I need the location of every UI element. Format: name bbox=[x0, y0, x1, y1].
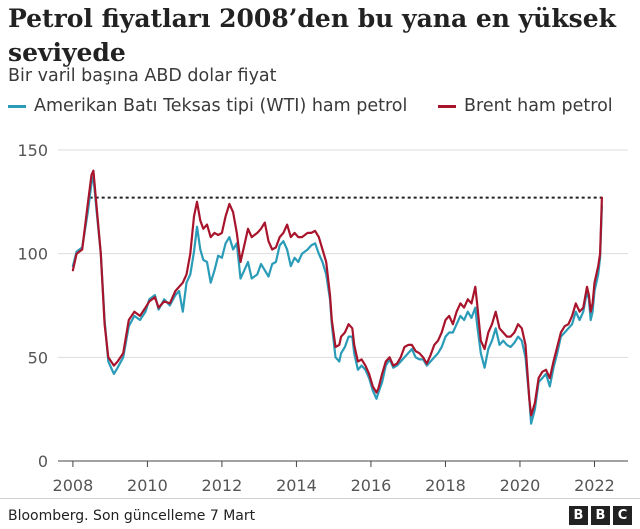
chart-subtitle: Bir varil başına ABD dolar fiyat bbox=[8, 66, 277, 86]
axis-ticks: 0 50 100 150 2008 2010 2012 2014 2016 2018 2020 202… bbox=[17, 141, 614, 495]
y-tick-label: 0 bbox=[38, 452, 48, 471]
series-line-brent bbox=[71, 169, 603, 417]
footer-divider bbox=[0, 498, 640, 499]
bbc-logo-letter: B bbox=[591, 506, 610, 525]
x-tick-label: 2020 bbox=[500, 476, 541, 495]
chart-legend: Amerikan Batı Teksas tipi (WTI) ham petr… bbox=[8, 96, 628, 122]
legend-item-wti: Amerikan Batı Teksas tipi (WTI) ham petr… bbox=[8, 96, 407, 116]
x-tick-label: 2016 bbox=[351, 476, 392, 495]
legend-label-wti: Amerikan Batı Teksas tipi (WTI) ham petr… bbox=[34, 96, 408, 116]
x-tick-label: 2010 bbox=[127, 476, 168, 495]
legend-swatch-brent bbox=[438, 104, 456, 108]
source-note: Bloomberg. Son güncelleme 7 Mart bbox=[8, 508, 256, 524]
bbc-logo: B B C bbox=[569, 506, 632, 525]
x-tick-label: 2014 bbox=[276, 476, 317, 495]
series-layer bbox=[71, 169, 603, 425]
grid-layer bbox=[58, 149, 628, 462]
x-tick-label: 2022 bbox=[574, 476, 615, 495]
x-tick-label: 2018 bbox=[425, 476, 466, 495]
y-tick-label: 50 bbox=[28, 348, 48, 367]
bbc-logo-letter: B bbox=[569, 506, 588, 525]
x-tick-label: 2012 bbox=[202, 476, 243, 495]
legend-item-brent: Brent ham petrol bbox=[438, 96, 613, 116]
x-tick-label: 2008 bbox=[53, 476, 94, 495]
legend-swatch-wti bbox=[8, 104, 26, 108]
legend-label-brent: Brent ham petrol bbox=[464, 96, 613, 116]
line-chart: 0 50 100 150 2008 2010 2012 2014 2016 2018 2020 202… bbox=[17, 141, 628, 495]
y-tick-label: 150 bbox=[17, 141, 48, 160]
bbc-logo-letter: C bbox=[613, 506, 632, 525]
y-tick-label: 100 bbox=[17, 245, 48, 264]
chart-title: Petrol fiyatları 2008’den bu yana en yük… bbox=[8, 4, 616, 67]
